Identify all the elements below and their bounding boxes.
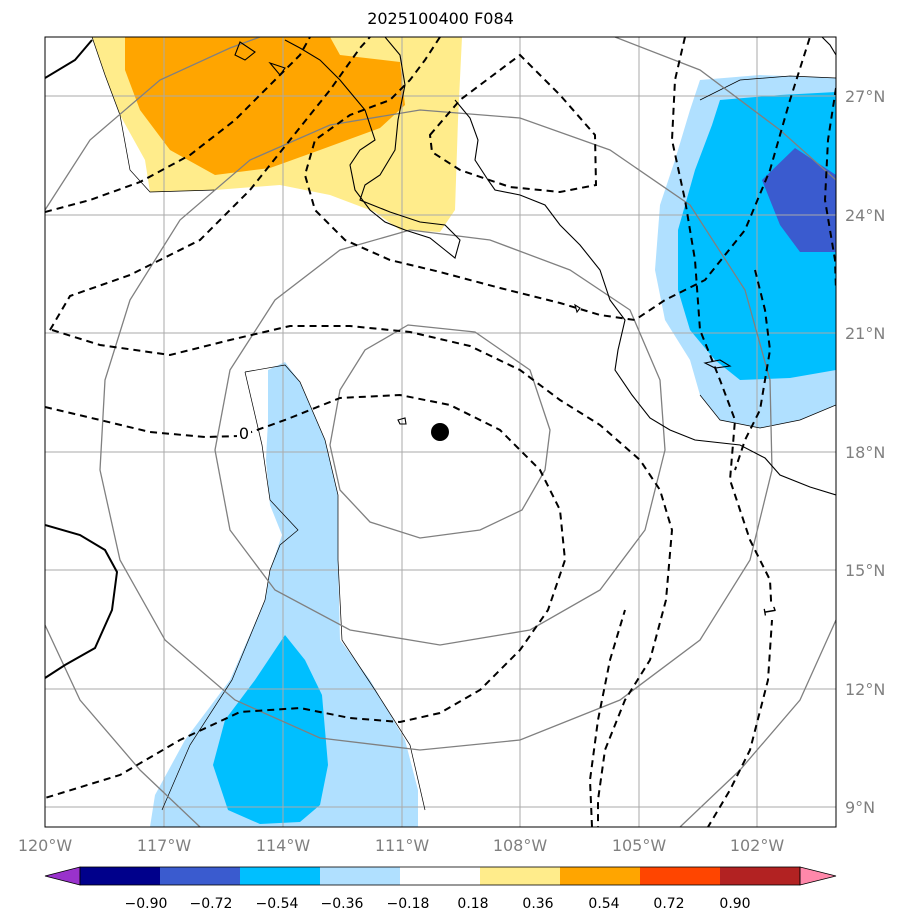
lon-tick-label: 114°W bbox=[256, 836, 311, 855]
contour-labels: 0 1 bbox=[237, 424, 780, 620]
lon-tick-label: 120°W bbox=[18, 836, 73, 855]
lat-tick-label: 27°N bbox=[845, 87, 885, 106]
lon-tick-label: 117°W bbox=[137, 836, 192, 855]
contour-label-1: 1 bbox=[759, 604, 779, 617]
solid-contour-west bbox=[45, 524, 119, 679]
colorbar-tick-label: −0.18 bbox=[387, 896, 430, 912]
map-area bbox=[45, 37, 836, 827]
lon-tick-label: 102°W bbox=[730, 836, 785, 855]
colorbar-extend-low bbox=[44, 866, 81, 886]
lon-tick-label: 105°W bbox=[612, 836, 667, 855]
graticule bbox=[45, 37, 836, 827]
field-outlines bbox=[91, 37, 836, 811]
plot-title: 2025100400 F084 bbox=[367, 9, 514, 28]
lat-tick-label: 24°N bbox=[845, 206, 885, 225]
coastline bbox=[234, 37, 836, 496]
colorbar-segment bbox=[320, 867, 401, 885]
lat-tick-label: 18°N bbox=[845, 443, 885, 462]
colorbar-tick-label: 0.54 bbox=[588, 896, 619, 912]
colorbar-tick-label: −0.54 bbox=[256, 896, 299, 912]
colorbar bbox=[44, 866, 837, 886]
colorbar-tick-label: −0.72 bbox=[190, 896, 233, 912]
map-frame bbox=[44, 36, 837, 828]
colorbar-frame bbox=[79, 866, 801, 886]
colorbar-segment bbox=[480, 867, 561, 885]
lat-tick-label: 21°N bbox=[845, 324, 885, 343]
solid-contour-northwest bbox=[45, 39, 93, 79]
contour-label-0: 0 bbox=[239, 424, 249, 443]
storm-center-marker bbox=[431, 423, 449, 441]
lon-tick-labels: 120°W 117°W 114°W 111°W 108°W 105°W 102°… bbox=[18, 836, 785, 855]
lon-tick-label: 108°W bbox=[493, 836, 548, 855]
colorbar-labels: −0.90 −0.72 −0.54 −0.36 −0.18 0.18 0.36 … bbox=[125, 896, 751, 912]
lat-tick-label: 15°N bbox=[845, 561, 885, 580]
colorbar-tick-label: 0.36 bbox=[522, 896, 553, 912]
colorbar-segment bbox=[640, 867, 721, 885]
colorbar-segment bbox=[720, 867, 801, 885]
positive-anomaly-orange bbox=[125, 37, 405, 175]
dashed-contours bbox=[45, 37, 836, 827]
colorbar-tick-label: 0.90 bbox=[719, 896, 750, 912]
colorbar-tick-label: 0.18 bbox=[457, 896, 488, 912]
colorbar-segment bbox=[560, 867, 641, 885]
negative-anomaly-dark-east bbox=[762, 148, 836, 252]
colorbar-extend-high bbox=[799, 866, 837, 886]
lon-tick-label: 111°W bbox=[375, 836, 430, 855]
colorbar-segment bbox=[240, 867, 321, 885]
colorbar-segment bbox=[80, 867, 161, 885]
colorbar-segment bbox=[400, 867, 481, 885]
lat-tick-label: 12°N bbox=[845, 680, 885, 699]
colorbar-tick-label: −0.90 bbox=[125, 896, 168, 912]
colorbar-tick-label: 0.72 bbox=[653, 896, 684, 912]
colorbar-tick-label: −0.36 bbox=[321, 896, 364, 912]
negative-anomaly-mid-south bbox=[213, 635, 328, 824]
lat-tick-label: 9°N bbox=[845, 798, 875, 817]
colorbar-segment bbox=[160, 867, 241, 885]
lat-tick-labels: 9°N 12°N 15°N 18°N 21°N 24°N 27°N bbox=[845, 87, 885, 817]
